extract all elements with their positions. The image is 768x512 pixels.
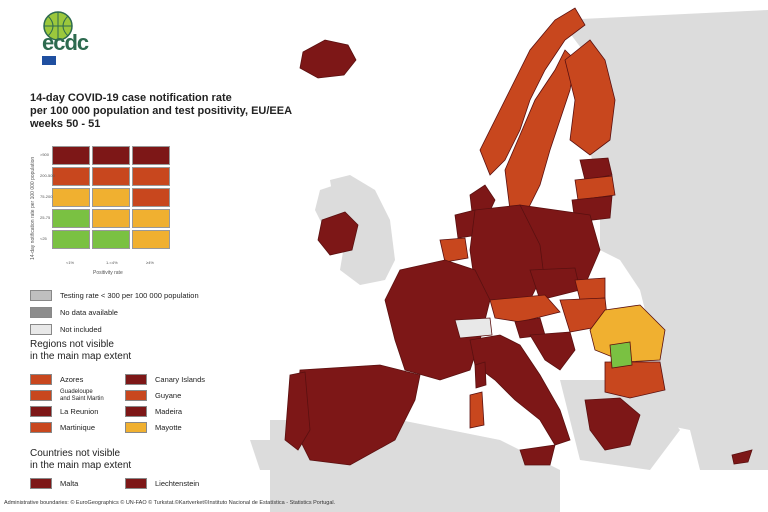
ireland <box>317 211 359 256</box>
austria <box>489 294 561 323</box>
region-legend-label: Azores <box>60 375 84 384</box>
latvia <box>574 175 616 201</box>
matrix-cell <box>92 167 130 186</box>
gray-legend-swatch <box>30 290 52 301</box>
regions-header-line-2: in the main map extent <box>30 351 132 362</box>
title-line-2: per 100 000 population and test positivi… <box>30 105 293 117</box>
matrix-x-axis-label: Positivity rate <box>93 270 123 276</box>
title-line-1: 14-day COVID-19 case notification rate <box>30 92 232 104</box>
switzerland <box>454 317 493 339</box>
gray-legend-swatch <box>30 307 52 318</box>
cyprus <box>731 449 753 465</box>
matrix-cell <box>52 209 90 228</box>
region-legend-label: Mayotte <box>155 423 182 432</box>
matrix-y-tick: 200-500 <box>40 173 55 178</box>
czechia <box>529 267 581 301</box>
estonia <box>579 157 613 181</box>
matrix-x-tick: ≥4% <box>146 260 154 265</box>
region-legend-swatch <box>125 422 147 433</box>
countries-header-line-1: Countries not visible <box>30 448 121 459</box>
matrix-y-tick: <25 <box>40 236 47 241</box>
region-legend-swatch <box>125 390 147 401</box>
matrix-cell <box>52 167 90 186</box>
matrix-cell <box>132 230 170 249</box>
italy <box>469 334 571 446</box>
corsica <box>474 361 487 389</box>
gray-legend-label: No data available <box>60 308 118 317</box>
finland <box>564 39 616 156</box>
region-legend-swatch <box>125 406 147 417</box>
croatia <box>529 331 576 371</box>
eu-countries <box>284 7 753 466</box>
norway <box>479 7 586 176</box>
region-legend-swatch <box>30 422 52 433</box>
gray-legend-swatch <box>30 324 52 335</box>
matrix-cell <box>132 209 170 228</box>
matrix-y-tick: 75-200 <box>40 194 53 199</box>
matrix-cell <box>52 146 90 165</box>
attribution-credit: Administrative boundaries: © EuroGeograp… <box>4 500 336 506</box>
bulgaria <box>604 361 666 399</box>
matrix-x-tick: 1-<4% <box>106 260 118 265</box>
region-legend-swatch <box>125 374 147 385</box>
globe-icon <box>42 11 73 65</box>
matrix-cell <box>132 146 170 165</box>
country-legend-swatch <box>30 478 52 489</box>
regions-header: Regions not visible in the main map exte… <box>30 339 131 363</box>
region-legend-label: Guadeloupe and Saint Martin <box>60 389 104 402</box>
denmark <box>469 184 496 216</box>
belgium <box>439 237 469 263</box>
greece <box>584 397 641 451</box>
matrix-cell <box>132 167 170 186</box>
countries-header-line-2: in the main map extent <box>30 460 132 471</box>
title-line-3: weeks 50 - 51 <box>30 118 101 130</box>
matrix-y-axis-label: 14-day notification rate per 100 000 pop… <box>30 156 36 260</box>
gray-legend-label: Testing rate < 300 per 100 000 populatio… <box>60 291 199 300</box>
matrix-y-tick: >500 <box>40 152 50 157</box>
logo-wordmark: ecdc <box>42 30 89 55</box>
matrix-cell <box>132 188 170 207</box>
region-legend-label: Guyane <box>155 391 182 400</box>
matrix-cell <box>92 230 130 249</box>
matrix-x-tick: <1% <box>66 260 75 265</box>
regions-header-line-1: Regions not visible <box>30 339 114 350</box>
region-legend-label: Canary Islands <box>155 375 206 384</box>
sicily <box>519 444 556 466</box>
france <box>384 259 491 381</box>
bulgaria-green <box>609 341 633 369</box>
country-legend-swatch <box>125 478 147 489</box>
countries-header: Countries not visible in the main map ex… <box>30 448 131 472</box>
matrix-y-tick: 25-75 <box>40 215 51 220</box>
iceland <box>299 39 357 79</box>
matrix-cell <box>92 146 130 165</box>
ecdc-logo <box>28 6 108 68</box>
region-legend-swatch <box>30 406 52 417</box>
region-legend-swatch <box>30 374 52 385</box>
matrix-cell <box>52 188 90 207</box>
region-legend-swatch <box>30 390 52 401</box>
matrix-cell <box>92 209 130 228</box>
country-legend-label: Liechtenstein <box>155 479 200 488</box>
matrix-cell <box>52 230 90 249</box>
sardinia <box>469 391 485 429</box>
gray-legend-label: Not included <box>60 325 102 334</box>
map-title: 14-day COVID-19 case notification rate p… <box>30 92 330 131</box>
portugal <box>284 371 311 451</box>
region-legend-label: Madeira <box>155 407 183 416</box>
region-legend-label: Martinique <box>60 423 96 432</box>
slovakia <box>574 277 606 301</box>
matrix-cell <box>92 188 130 207</box>
region-legend-label: La Reunion <box>60 407 99 416</box>
romania <box>589 304 666 363</box>
country-legend-label: Malta <box>60 479 79 488</box>
